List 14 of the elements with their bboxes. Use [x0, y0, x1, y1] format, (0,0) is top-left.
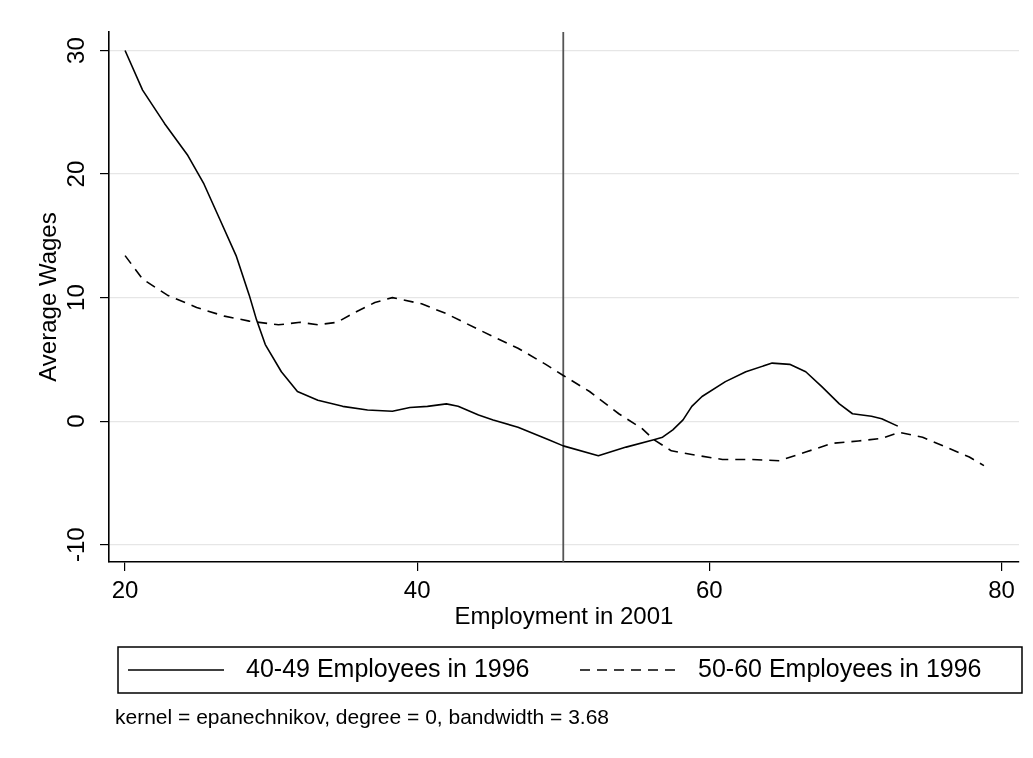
y-tick-label: 10 — [62, 284, 90, 311]
y-axis-title: Average Wages — [34, 212, 62, 382]
y-tick-label: -10 — [62, 527, 90, 563]
x-tick-label: 40 — [403, 576, 431, 604]
text: kernel = epanechnikov, degree = 0, bandwidth = 3.68 — [115, 704, 610, 728]
x-tick-label: 20 — [111, 576, 139, 604]
x-axis-title: Employment in 2001 — [454, 602, 674, 630]
x-tick-label: 60 — [695, 576, 723, 604]
legend-label: 40-49 Employees in 1996 — [246, 653, 530, 682]
y-tick-label: 30 — [62, 37, 90, 64]
y-tick-label: 20 — [62, 160, 90, 188]
x-tick-label: 80 — [988, 576, 1015, 604]
y-tick-label: 0 — [62, 414, 90, 428]
legend-label: 50-60 Employees in 1996 — [698, 653, 982, 682]
